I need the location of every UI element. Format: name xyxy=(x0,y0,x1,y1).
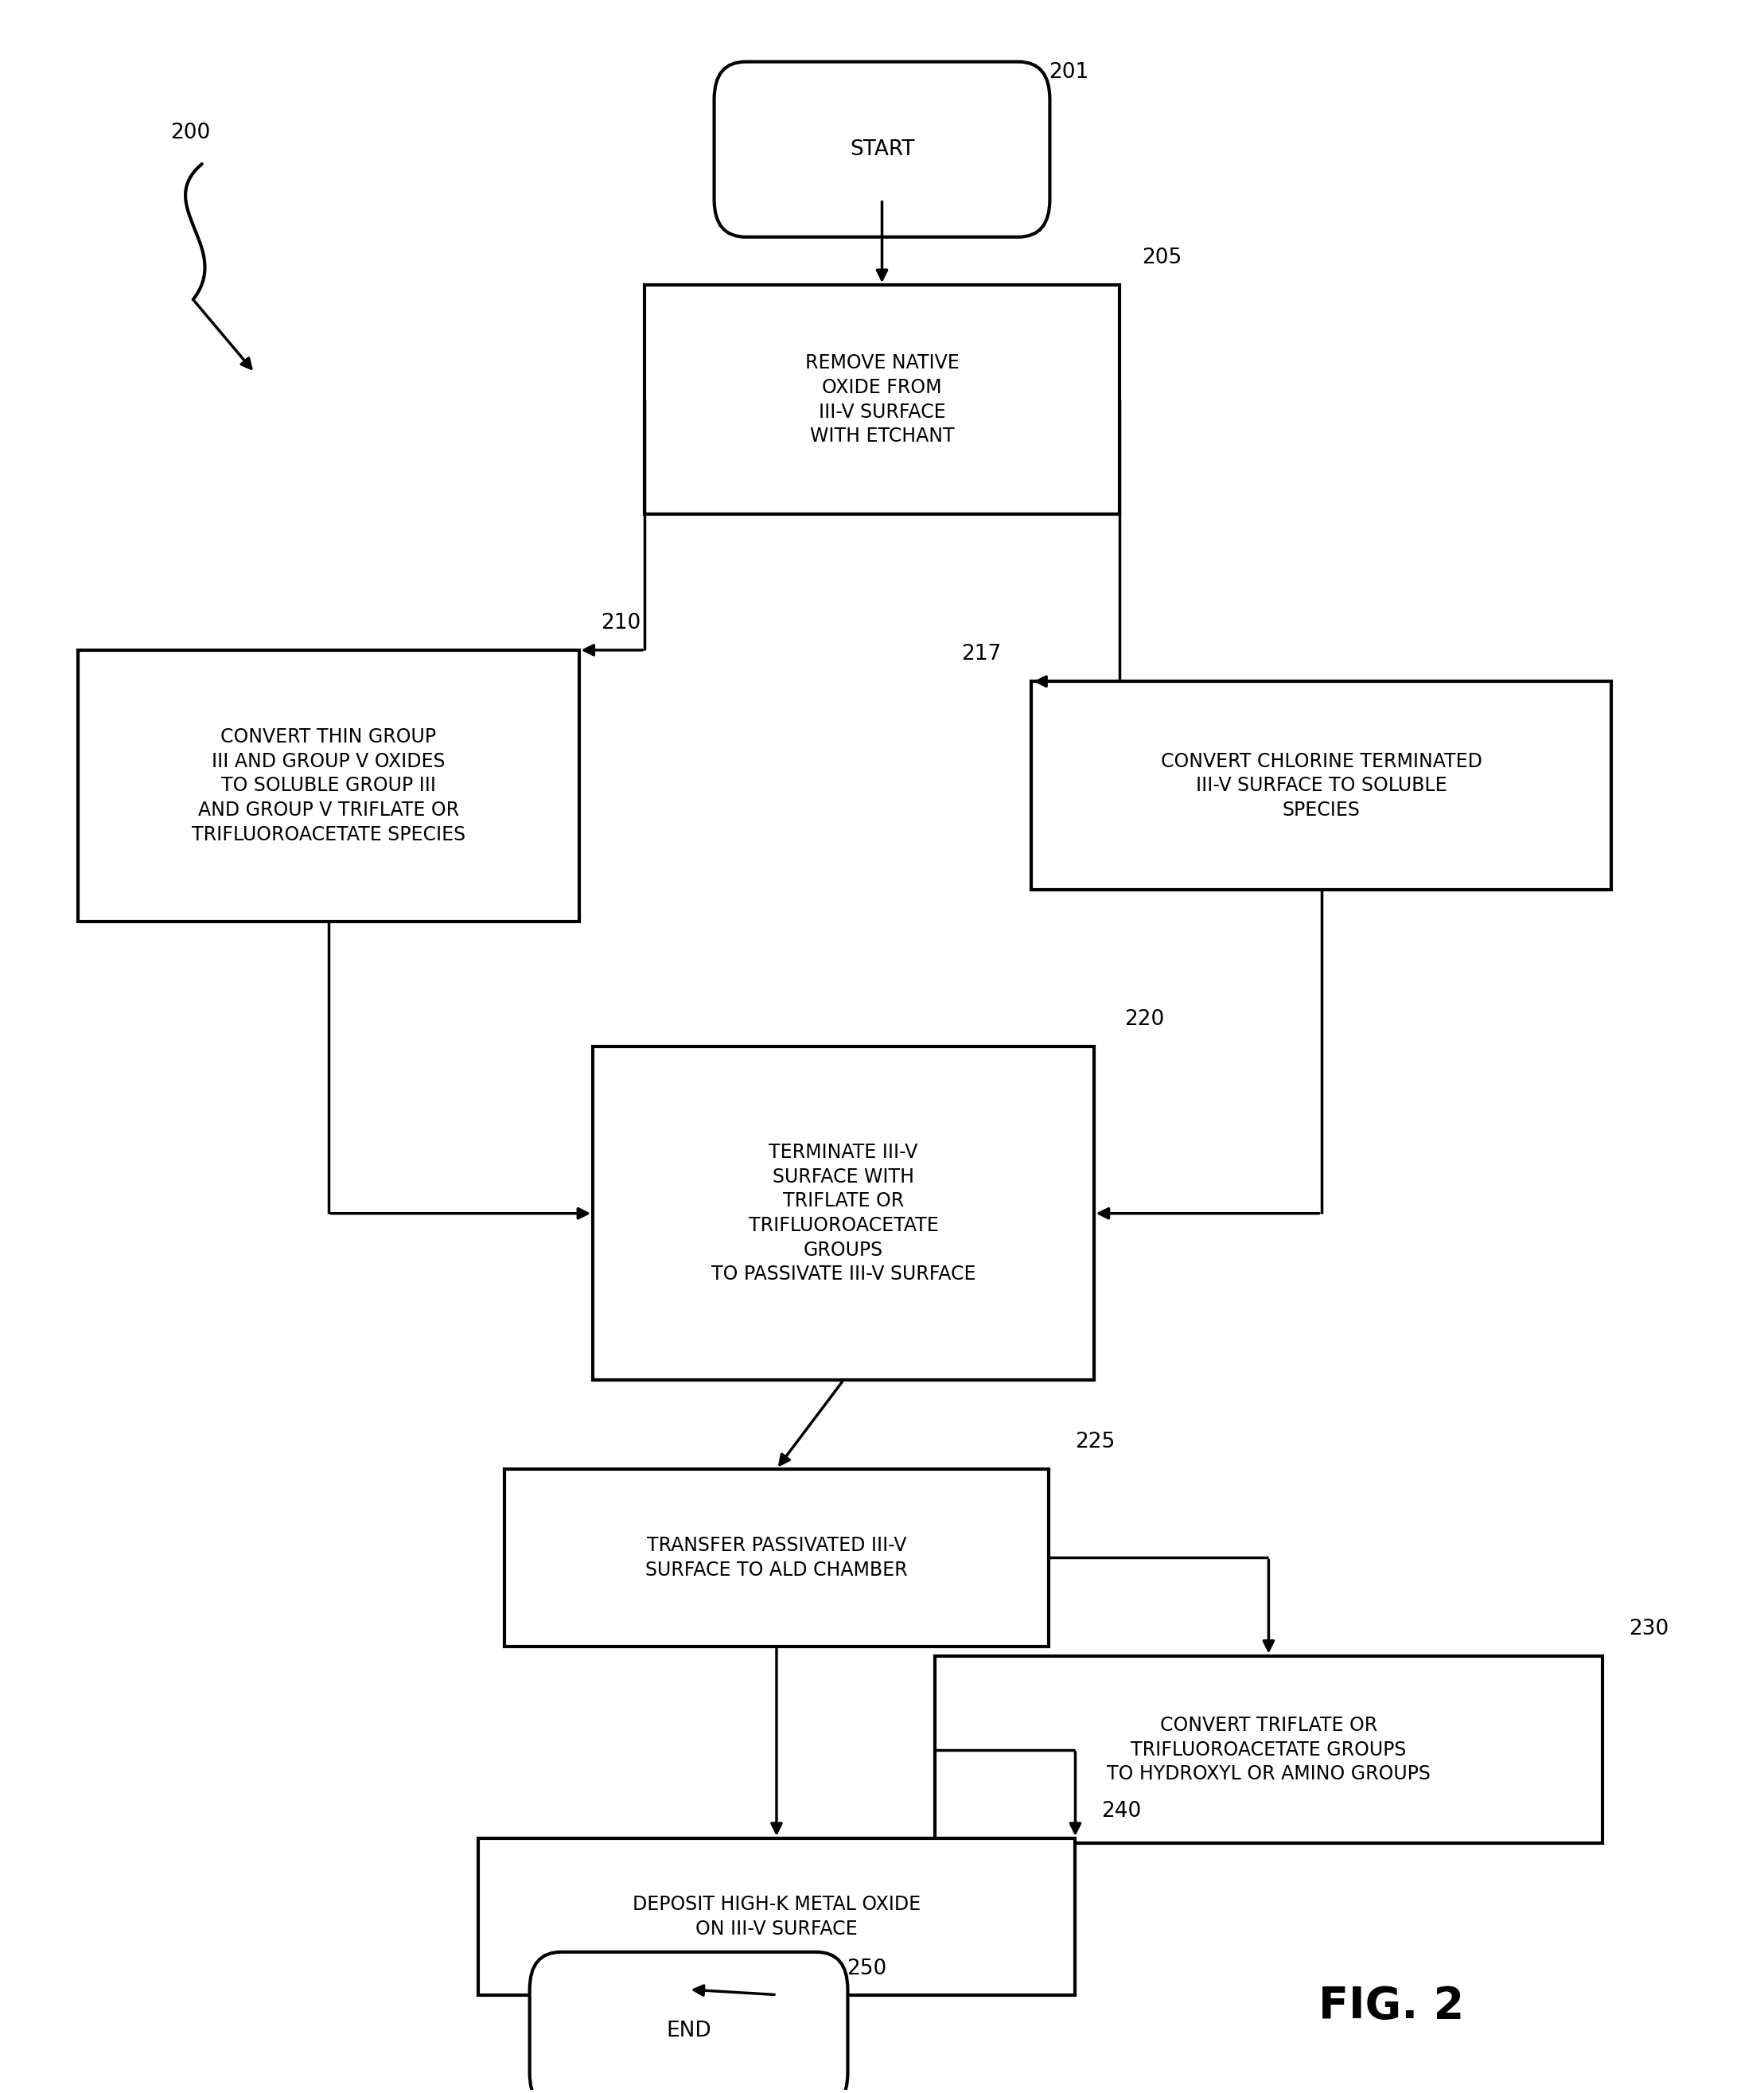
Text: END: END xyxy=(667,2022,711,2041)
Text: DEPOSIT HIGH-K METAL OXIDE
ON III-V SURFACE: DEPOSIT HIGH-K METAL OXIDE ON III-V SURF… xyxy=(633,1894,921,1938)
Text: 200: 200 xyxy=(171,121,210,142)
Text: FIG. 2: FIG. 2 xyxy=(1319,1984,1464,2028)
Text: 201: 201 xyxy=(1050,63,1088,82)
FancyBboxPatch shape xyxy=(529,1953,848,2093)
FancyBboxPatch shape xyxy=(505,1469,1050,1647)
Text: CONVERT TRIFLATE OR
TRIFLUOROACETATE GROUPS
TO HYDROXYL OR AMINO GROUPS: CONVERT TRIFLATE OR TRIFLUOROACETATE GRO… xyxy=(1106,1716,1431,1783)
Text: 225: 225 xyxy=(1076,1432,1115,1453)
Text: TERMINATE III-V
SURFACE WITH
TRIFLATE OR
TRIFLUOROACETATE
GROUPS
TO PASSIVATE II: TERMINATE III-V SURFACE WITH TRIFLATE OR… xyxy=(711,1143,975,1283)
FancyBboxPatch shape xyxy=(1032,682,1611,890)
Text: 217: 217 xyxy=(961,645,1000,666)
Text: 205: 205 xyxy=(1141,247,1182,268)
FancyBboxPatch shape xyxy=(78,651,579,921)
Text: 250: 250 xyxy=(847,1959,887,1980)
FancyBboxPatch shape xyxy=(593,1046,1094,1379)
FancyBboxPatch shape xyxy=(935,1656,1602,1844)
FancyBboxPatch shape xyxy=(646,285,1118,515)
FancyBboxPatch shape xyxy=(714,61,1050,237)
Text: 230: 230 xyxy=(1628,1618,1669,1639)
Text: 210: 210 xyxy=(602,613,640,634)
Text: START: START xyxy=(850,138,914,159)
FancyBboxPatch shape xyxy=(478,1838,1076,1995)
Text: 240: 240 xyxy=(1102,1800,1141,1821)
Text: REMOVE NATIVE
OXIDE FROM
III-V SURFACE
WITH ETCHANT: REMOVE NATIVE OXIDE FROM III-V SURFACE W… xyxy=(804,354,960,446)
Text: CONVERT THIN GROUP
III AND GROUP V OXIDES
TO SOLUBLE GROUP III
AND GROUP V TRIFL: CONVERT THIN GROUP III AND GROUP V OXIDE… xyxy=(192,728,466,843)
Text: 220: 220 xyxy=(1124,1009,1164,1030)
Text: TRANSFER PASSIVATED III-V
SURFACE TO ALD CHAMBER: TRANSFER PASSIVATED III-V SURFACE TO ALD… xyxy=(646,1536,908,1580)
Text: CONVERT CHLORINE TERMINATED
III-V SURFACE TO SOLUBLE
SPECIES: CONVERT CHLORINE TERMINATED III-V SURFAC… xyxy=(1161,751,1482,820)
